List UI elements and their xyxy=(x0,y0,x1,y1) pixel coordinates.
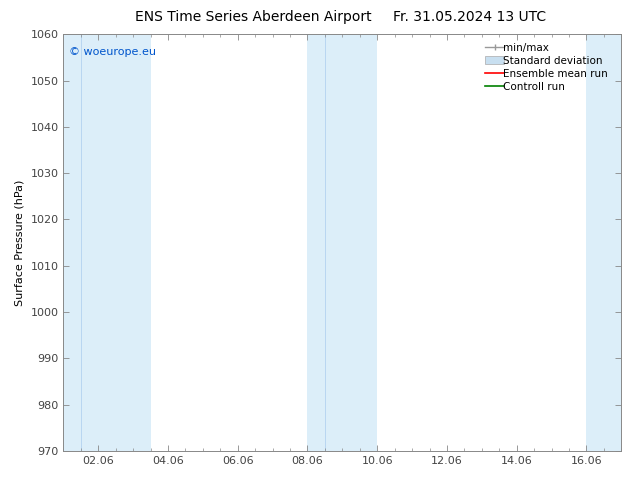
Bar xyxy=(586,34,623,451)
Bar xyxy=(307,34,325,451)
Bar xyxy=(325,34,377,451)
Legend: min/max, Standard deviation, Ensemble mean run, Controll run: min/max, Standard deviation, Ensemble me… xyxy=(482,40,616,95)
Text: Fr. 31.05.2024 13 UTC: Fr. 31.05.2024 13 UTC xyxy=(392,10,546,24)
Text: ENS Time Series Aberdeen Airport: ENS Time Series Aberdeen Airport xyxy=(135,10,372,24)
Bar xyxy=(81,34,150,451)
Y-axis label: Surface Pressure (hPa): Surface Pressure (hPa) xyxy=(15,179,25,306)
Text: © woeurope.eu: © woeurope.eu xyxy=(69,47,156,57)
Bar xyxy=(61,34,81,451)
